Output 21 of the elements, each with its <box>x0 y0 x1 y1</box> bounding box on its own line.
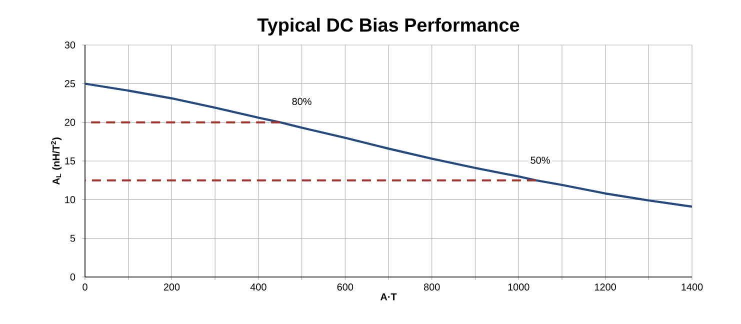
x-tick-label: 1000 <box>508 284 530 291</box>
annotation: 50% <box>530 156 550 164</box>
x-tick-label: 400 <box>250 284 266 291</box>
x-tick-label: 200 <box>164 284 180 291</box>
chart-title: Typical DC Bias Performance <box>257 18 520 36</box>
y-axis-title: A$_{L}$ (nH/T$^{2}$) <box>51 138 62 185</box>
y-tick-label: 20 <box>64 118 76 126</box>
y-tick-label: 10 <box>65 196 76 204</box>
y-tick-label: 30 <box>64 41 76 49</box>
x-axis-title: A·T <box>380 293 397 300</box>
annotation: 80% <box>292 98 312 105</box>
y-tick-label: 0 <box>70 273 76 281</box>
x-tick-label: 600 <box>337 284 354 291</box>
x-tick-label: 0 <box>82 284 88 291</box>
x-tick-label: 800 <box>424 284 440 291</box>
x-tick-label: 1200 <box>594 284 616 291</box>
x-tick-label: 1400 <box>682 284 703 291</box>
y-tick-label: 5 <box>70 234 76 242</box>
y-tick-label: 15 <box>65 158 76 164</box>
line-series <box>85 82 692 208</box>
y-tick-label: 25 <box>64 80 76 88</box>
